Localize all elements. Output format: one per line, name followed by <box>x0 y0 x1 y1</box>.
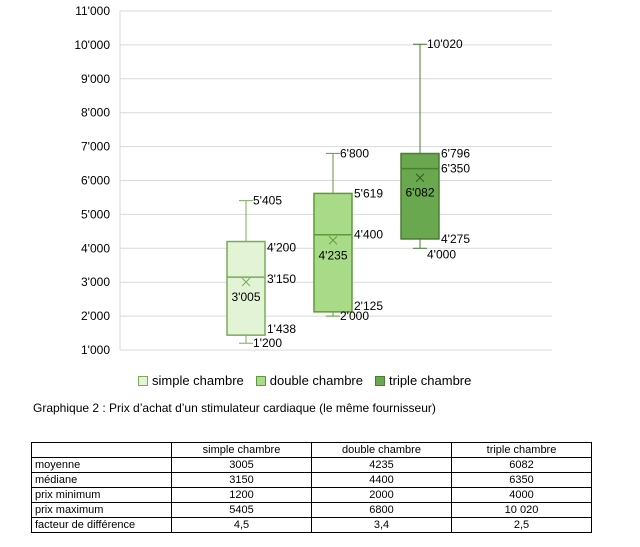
data-label-min: 4'000 <box>427 247 456 261</box>
mean-marker <box>328 235 338 245</box>
table-cell: 5405 <box>171 502 312 518</box>
table-cell: double chambre <box>311 442 452 458</box>
y-tick-label: 4'000 <box>81 241 110 255</box>
y-tick-label: 5'000 <box>81 207 110 221</box>
table-header-row: simple chambre double chambre triple chamb… <box>31 442 592 458</box>
box-iqr <box>400 152 440 240</box>
row-label-cell: facteur de différence <box>31 517 172 533</box>
table-row: moyenne 3005 4235 6082 <box>31 457 592 473</box>
table-row: facteur de différence 4,5 3,4 2,5 <box>31 517 592 533</box>
y-tick-label: 10'000 <box>74 38 110 52</box>
y-tick-label: 11'000 <box>75 4 110 18</box>
legend-swatch-double <box>255 375 266 386</box>
y-tick-label: 8'000 <box>81 106 110 120</box>
y-tick-label: 7'000 <box>81 140 110 154</box>
row-label-cell: médiane <box>31 472 172 488</box>
data-label-mean: 6'082 <box>406 186 435 200</box>
table-cell: 10 020 <box>451 502 592 518</box>
legend-label-double: double chambre <box>269 373 363 388</box>
table-cell: 4400 <box>311 472 452 488</box>
row-label-cell: moyenne <box>31 457 172 473</box>
table-cell: 3150 <box>171 472 312 488</box>
box-iqr <box>226 240 266 336</box>
table-row: prix minimum 1200 2000 4000 <box>31 487 592 503</box>
table-cell: 1200 <box>171 487 312 503</box>
y-axis-tick-labels: 1'000 2'000 3'000 4'000 5'000 6'000 7'000 8'000… <box>74 4 110 357</box>
data-label-q1: 1'438 <box>267 322 296 336</box>
legend: simple chambre double chambre triple cha… <box>138 373 471 388</box>
data-label-q3: 6'796 <box>441 147 470 161</box>
data-label-min: 2'000 <box>340 309 369 323</box>
data-label-max: 5'405 <box>253 194 282 208</box>
data-label-q3: 5'619 <box>354 186 383 200</box>
data-label-max: 10'020 <box>427 37 463 51</box>
data-label-mean: 4'235 <box>319 248 348 262</box>
table-row: prix maximum 5405 6800 10 020 <box>31 502 592 518</box>
data-label-median: 3'150 <box>267 272 296 286</box>
table-cell: 4000 <box>451 487 592 503</box>
legend-swatch-simple <box>138 375 148 386</box>
data-label-mean: 3'005 <box>232 290 261 304</box>
table-row: médiane 3150 4400 6350 <box>31 472 592 488</box>
table-cell: 4,5 <box>171 517 312 533</box>
data-label-q1: 2'125 <box>354 299 383 313</box>
legend-label-triple: triple chambre <box>389 373 472 388</box>
row-label-cell: prix maximum <box>31 502 172 518</box>
stats-table: simple chambre double chambre triple chamb… <box>31 442 592 533</box>
data-label-q3: 4'200 <box>267 241 296 255</box>
y-tick-label: 1'000 <box>81 343 110 357</box>
legend-item-simple: simple chambre <box>138 373 244 388</box>
y-tick-label: 9'000 <box>81 72 110 86</box>
table-cell: 6350 <box>451 472 592 488</box>
y-tick-label: 3'000 <box>81 275 110 289</box>
y-tick-label: 6'000 <box>81 174 110 188</box>
legend-label-simple: simple chambre <box>152 373 244 388</box>
table-cell: 6800 <box>311 502 452 518</box>
data-label-q1: 4'275 <box>441 232 470 246</box>
data-label-max: 6'800 <box>340 146 369 160</box>
box-iqr <box>313 192 353 313</box>
mean-marker <box>415 173 425 183</box>
table-cell: triple chambre <box>451 442 592 458</box>
box-plot-chart: 1'000 2'000 3'000 4'000 5'000 6'000 7'000 8'000… <box>74 4 552 357</box>
data-label-min: 1'200 <box>253 336 282 350</box>
table-cell: 3,4 <box>311 517 452 533</box>
table-cell: 3005 <box>171 457 312 473</box>
row-label-cell: prix minimum <box>31 487 172 503</box>
row-label-cell <box>31 442 172 458</box>
legend-item-triple: triple chambre <box>375 373 471 388</box>
table-cell: 6082 <box>451 457 592 473</box>
legend-swatch-triple <box>375 375 385 386</box>
table-cell: 4235 <box>311 457 452 473</box>
data-label-median: 4'400 <box>354 228 383 242</box>
table-cell: simple chambre <box>171 442 312 458</box>
table-cell: 2,5 <box>451 517 592 533</box>
legend-item-double: double chambre <box>255 373 363 388</box>
table-cell: 2000 <box>311 487 452 503</box>
chart-caption: Graphique 2 : Prix d’achat d’un stimulat… <box>33 401 436 415</box>
data-label-median: 6'350 <box>441 162 470 176</box>
mean-marker <box>241 277 251 287</box>
y-tick-label: 2'000 <box>81 309 110 323</box>
